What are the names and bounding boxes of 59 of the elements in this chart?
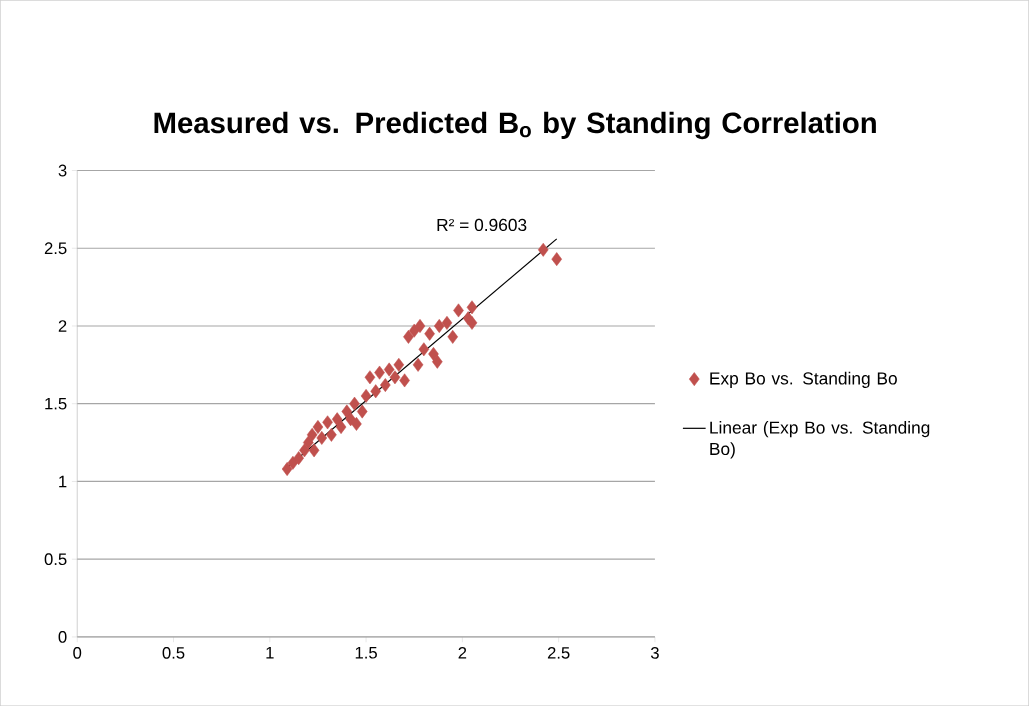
x-tick-label: 0.5 xyxy=(162,646,185,659)
point xyxy=(453,303,464,318)
point xyxy=(331,412,343,427)
legend-label: Linear (Exp Bo vs. Standing Bo) xyxy=(710,420,930,459)
point xyxy=(303,435,314,450)
point xyxy=(322,415,333,430)
point xyxy=(432,354,443,369)
point xyxy=(433,318,445,333)
y-tick-label: 3 xyxy=(58,164,67,177)
point xyxy=(537,242,549,257)
point xyxy=(308,443,320,458)
point xyxy=(380,378,391,392)
point xyxy=(299,443,310,458)
point xyxy=(374,365,385,380)
point xyxy=(403,329,414,344)
point xyxy=(389,370,401,385)
point xyxy=(412,357,424,372)
point xyxy=(414,318,426,333)
point xyxy=(312,420,324,434)
x-tick-label: 3 xyxy=(650,646,659,659)
point xyxy=(424,326,435,341)
point xyxy=(351,416,362,431)
y-tick-label: 1 xyxy=(59,475,67,488)
point xyxy=(335,420,347,434)
point xyxy=(349,396,360,411)
annotation: R² = 0.9603 xyxy=(437,218,527,232)
point xyxy=(418,342,430,357)
x-tick-label: 1.5 xyxy=(355,646,377,659)
point xyxy=(393,357,405,372)
point xyxy=(356,404,368,419)
y-tick-label: 1.5 xyxy=(45,397,67,410)
y-tick-label: 0 xyxy=(58,630,67,643)
y-tick-label: 2 xyxy=(58,320,67,332)
y-tick-label: 0.5 xyxy=(44,553,67,566)
point xyxy=(341,404,353,419)
x-tick-label: 2.5 xyxy=(547,646,570,659)
point xyxy=(447,329,458,344)
point xyxy=(383,362,395,377)
point xyxy=(441,315,453,330)
chart-title: Measured vs. Predicted B$_{o}$ by Standing Correlation xyxy=(154,111,876,140)
point xyxy=(364,370,376,385)
x-tick-label: 0 xyxy=(73,646,82,659)
point xyxy=(281,462,293,476)
point xyxy=(306,427,318,442)
point xyxy=(408,323,420,338)
point xyxy=(399,373,410,388)
x-tick-label: 1 xyxy=(266,646,274,659)
point xyxy=(551,252,562,266)
point xyxy=(326,427,337,442)
x-tick-label: 2 xyxy=(458,646,467,659)
y-tick-label: 2.5 xyxy=(44,242,67,255)
point xyxy=(370,384,381,399)
point xyxy=(316,430,328,445)
point xyxy=(466,300,478,315)
point xyxy=(293,451,304,465)
point xyxy=(466,315,478,330)
point xyxy=(428,346,439,361)
legend-label: Exp Bo vs. Standing Bo xyxy=(710,371,897,388)
point xyxy=(360,388,372,403)
